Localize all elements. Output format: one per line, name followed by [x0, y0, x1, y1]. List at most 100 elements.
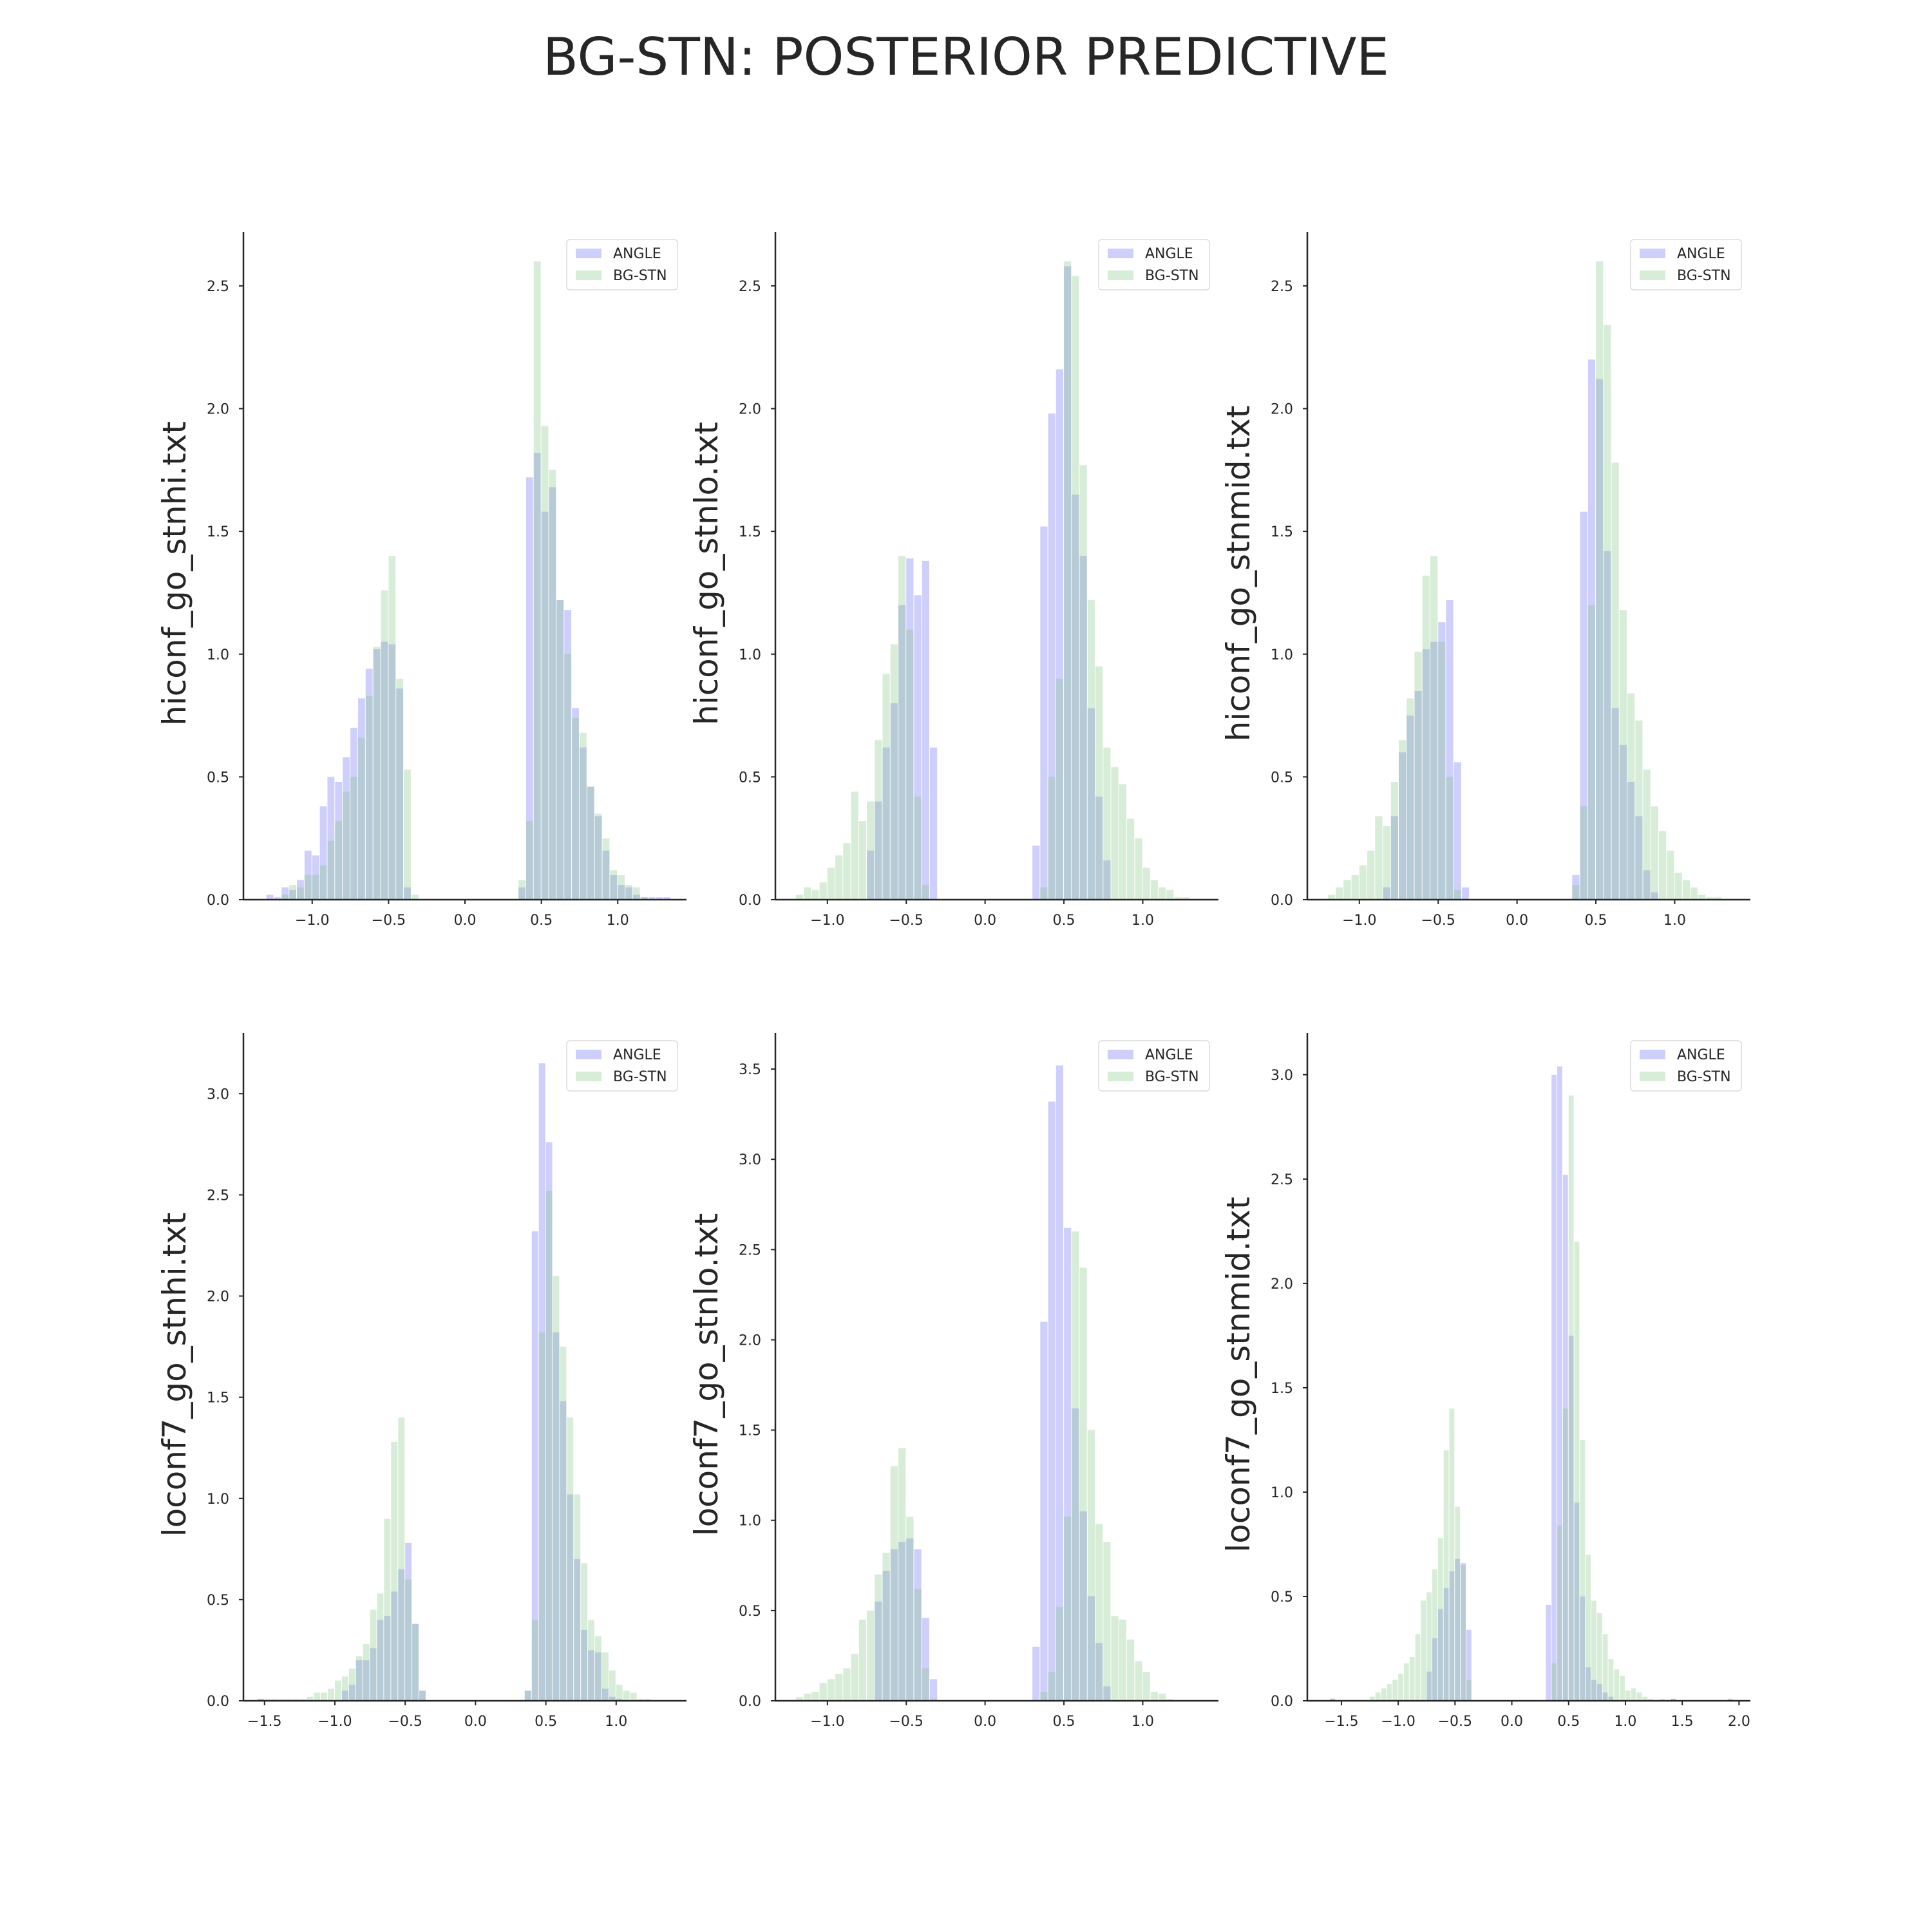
legend-label: ANGLE: [613, 246, 661, 262]
histogram-bar: [334, 1680, 341, 1701]
x-tick-label: −1.0: [295, 913, 329, 929]
x-tick-label: −1.5: [247, 1714, 281, 1730]
histogram-bar: [560, 1401, 567, 1701]
histogram-bar: [321, 1692, 328, 1701]
histogram-bar: [1643, 870, 1651, 900]
legend-swatch-angle: [1108, 1050, 1133, 1059]
histogram-bar: [1095, 666, 1103, 900]
histogram-bar: [1422, 575, 1430, 900]
histogram-bar: [1375, 816, 1383, 900]
x-tick-label: 1.5: [1671, 1714, 1694, 1730]
histogram-bar: [1562, 1408, 1568, 1701]
histogram-bar: [1636, 1692, 1642, 1701]
histogram-bar: [1454, 889, 1461, 900]
histogram-bar: [1648, 1698, 1654, 1701]
histogram-bar: [616, 1684, 623, 1701]
histogram-bar: [1698, 895, 1706, 900]
histogram-bar: [538, 1332, 545, 1701]
histogram-bar: [1135, 1661, 1142, 1701]
histogram-bar: [1568, 1095, 1574, 1701]
histogram-bar: [1032, 846, 1040, 900]
histogram-bar: [618, 885, 625, 900]
histogram-bar: [1572, 875, 1580, 900]
legend-label: BG-STN: [613, 1069, 667, 1085]
legend-label: ANGLE: [613, 1047, 661, 1063]
histogram-bar: [914, 1589, 922, 1701]
histogram-bar: [1032, 1646, 1040, 1701]
y-tick-label: 2.0: [1271, 402, 1293, 418]
histogram-bar: [1048, 1101, 1056, 1701]
x-tick-label: −0.5: [889, 1714, 923, 1730]
histogram-bar: [574, 1494, 581, 1701]
histogram-bar: [1040, 526, 1048, 900]
legend: ANGLE BG-STN: [566, 1040, 678, 1092]
histogram-bar: [795, 1697, 804, 1701]
histogram-bar: [1596, 1684, 1602, 1701]
histogram-bar: [595, 1652, 601, 1701]
histogram-bar: [405, 1579, 412, 1701]
histogram-bar: [524, 1690, 531, 1701]
histogram-bar: [929, 747, 938, 900]
histogram-bar: [1671, 1698, 1676, 1701]
x-tick-label: 1.0: [1663, 913, 1686, 929]
histogram-bar: [1375, 1692, 1381, 1701]
histogram-bar: [1611, 462, 1619, 900]
histogram-bar: [1438, 622, 1446, 900]
histogram-bar: [1551, 1074, 1557, 1701]
legend-swatch-bg-stn: [576, 1072, 601, 1081]
histogram-bar: [1602, 1634, 1608, 1701]
legend-swatch-angle: [1640, 1050, 1665, 1059]
histogram-bar: [914, 595, 922, 900]
y-tick-label: 2.0: [739, 1332, 761, 1349]
histogram-bar: [1111, 767, 1119, 900]
subplot-3: −1.0 −0.5 0.0 0.5 1.0 0.0 0.5 1.0 1.5 2.0 2.5 hicon…: [1220, 232, 1750, 929]
histogram-bar: [1546, 1604, 1551, 1701]
histogram-bar: [271, 1698, 278, 1701]
histogram-bar: [518, 880, 526, 900]
histogram-bar: [602, 838, 610, 900]
y-tick-label: 1.0: [207, 1492, 229, 1508]
series-angle: [1330, 1066, 1733, 1701]
histogram-bar: [545, 1142, 553, 1701]
histogram-bar: [404, 887, 411, 900]
histogram-bar: [1095, 1643, 1103, 1701]
legend-swatch-bg-stn: [1640, 1072, 1665, 1081]
histogram-bar: [1580, 1439, 1586, 1701]
legend-frame: [566, 1040, 678, 1092]
histogram-bar: [1557, 1525, 1562, 1701]
histogram-bar: [1422, 649, 1430, 900]
x-tick-label: −1.0: [810, 1714, 844, 1730]
histogram-bar: [1336, 887, 1343, 900]
histogram-bar: [867, 801, 875, 900]
histogram-bar: [1403, 1663, 1409, 1701]
histogram-bar: [610, 870, 618, 900]
histogram-bar: [524, 1690, 531, 1701]
histogram-bar: [365, 696, 373, 900]
histogram-bar: [560, 1347, 567, 1701]
histogram-bar: [1390, 782, 1399, 900]
subplot-1: −1.0 −0.5 0.0 0.5 1.0 0.0 0.5 1.0 1.5 2.0 2.5 hicon…: [156, 232, 687, 929]
histogram-bar: [553, 1276, 560, 1701]
y-axis-label: hiconf_go_stnhi.txt: [156, 421, 193, 726]
series-angle: [266, 453, 671, 900]
y-tick-label: 1.5: [1271, 524, 1293, 540]
histogram-bar: [579, 732, 587, 900]
legend-frame: [1630, 1040, 1742, 1092]
y-tick-label: 1.5: [207, 524, 229, 540]
histogram-bar: [1119, 1619, 1126, 1701]
series-bg-stn: [257, 1191, 651, 1701]
histogram-bar: [274, 897, 281, 900]
y-tick-label: 0.0: [1271, 893, 1293, 909]
histogram-bar: [587, 786, 594, 900]
histogram-bar: [1614, 1669, 1620, 1701]
histogram-bar: [1087, 1596, 1095, 1701]
histogram-bar: [373, 649, 381, 900]
histogram-bar: [281, 887, 289, 900]
histogram-bar: [1568, 1335, 1574, 1701]
histogram-bar: [419, 1690, 426, 1701]
histogram-bar: [1627, 693, 1635, 900]
histogram-bar: [882, 747, 890, 900]
histogram-bar: [1466, 1629, 1472, 1701]
legend-frame: [1098, 239, 1210, 290]
legend-swatch-bg-stn: [1640, 270, 1665, 280]
